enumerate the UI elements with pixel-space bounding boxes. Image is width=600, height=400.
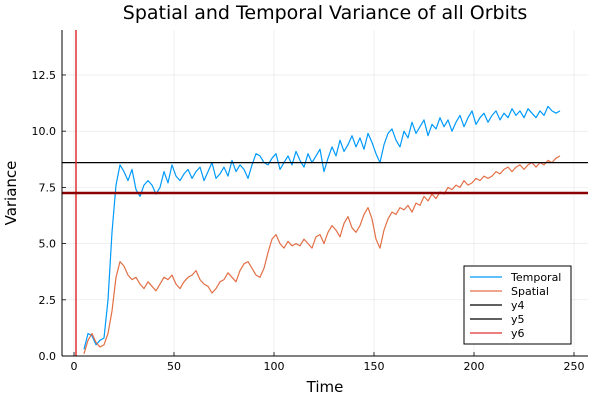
- series-temporal-line: [83, 105, 561, 350]
- legend-temporal-label: Temporal: [510, 271, 561, 284]
- legend-y4-label: y4: [511, 299, 525, 312]
- x-tick-label: 200: [464, 360, 485, 373]
- y-tick-label: 12.5: [32, 69, 57, 82]
- x-tick-label: 250: [564, 360, 585, 373]
- y-axis-label: Variance: [2, 161, 20, 226]
- x-tick-label: 150: [364, 360, 385, 373]
- y-tick-label: 10.0: [32, 125, 57, 138]
- x-tick-label: 0: [71, 360, 78, 373]
- series-spatial-line: [83, 155, 561, 354]
- x-tick-label: 100: [264, 360, 285, 373]
- legend-y5-label: y5: [511, 313, 525, 326]
- legend-y6-label: y6: [511, 327, 525, 340]
- x-tick-label: 50: [167, 360, 181, 373]
- y-tick-label: 2.5: [39, 294, 57, 307]
- tick-layer: 0 50 100 150 200 250 0.0 2.5 5.0 7.5 10.0 12.5: [32, 69, 585, 373]
- chart-title: Spatial and Temporal Variance of all Orb…: [123, 2, 527, 24]
- axes-layer: [61, 30, 588, 357]
- y-tick-label: 0.0: [39, 350, 57, 363]
- y-tick-label: 7.5: [39, 181, 57, 194]
- legend-spatial-label: Spatial: [511, 285, 549, 298]
- y-tick-label: 5.0: [39, 238, 57, 251]
- x-axis-label: Time: [306, 378, 344, 396]
- series-layer: [62, 30, 588, 356]
